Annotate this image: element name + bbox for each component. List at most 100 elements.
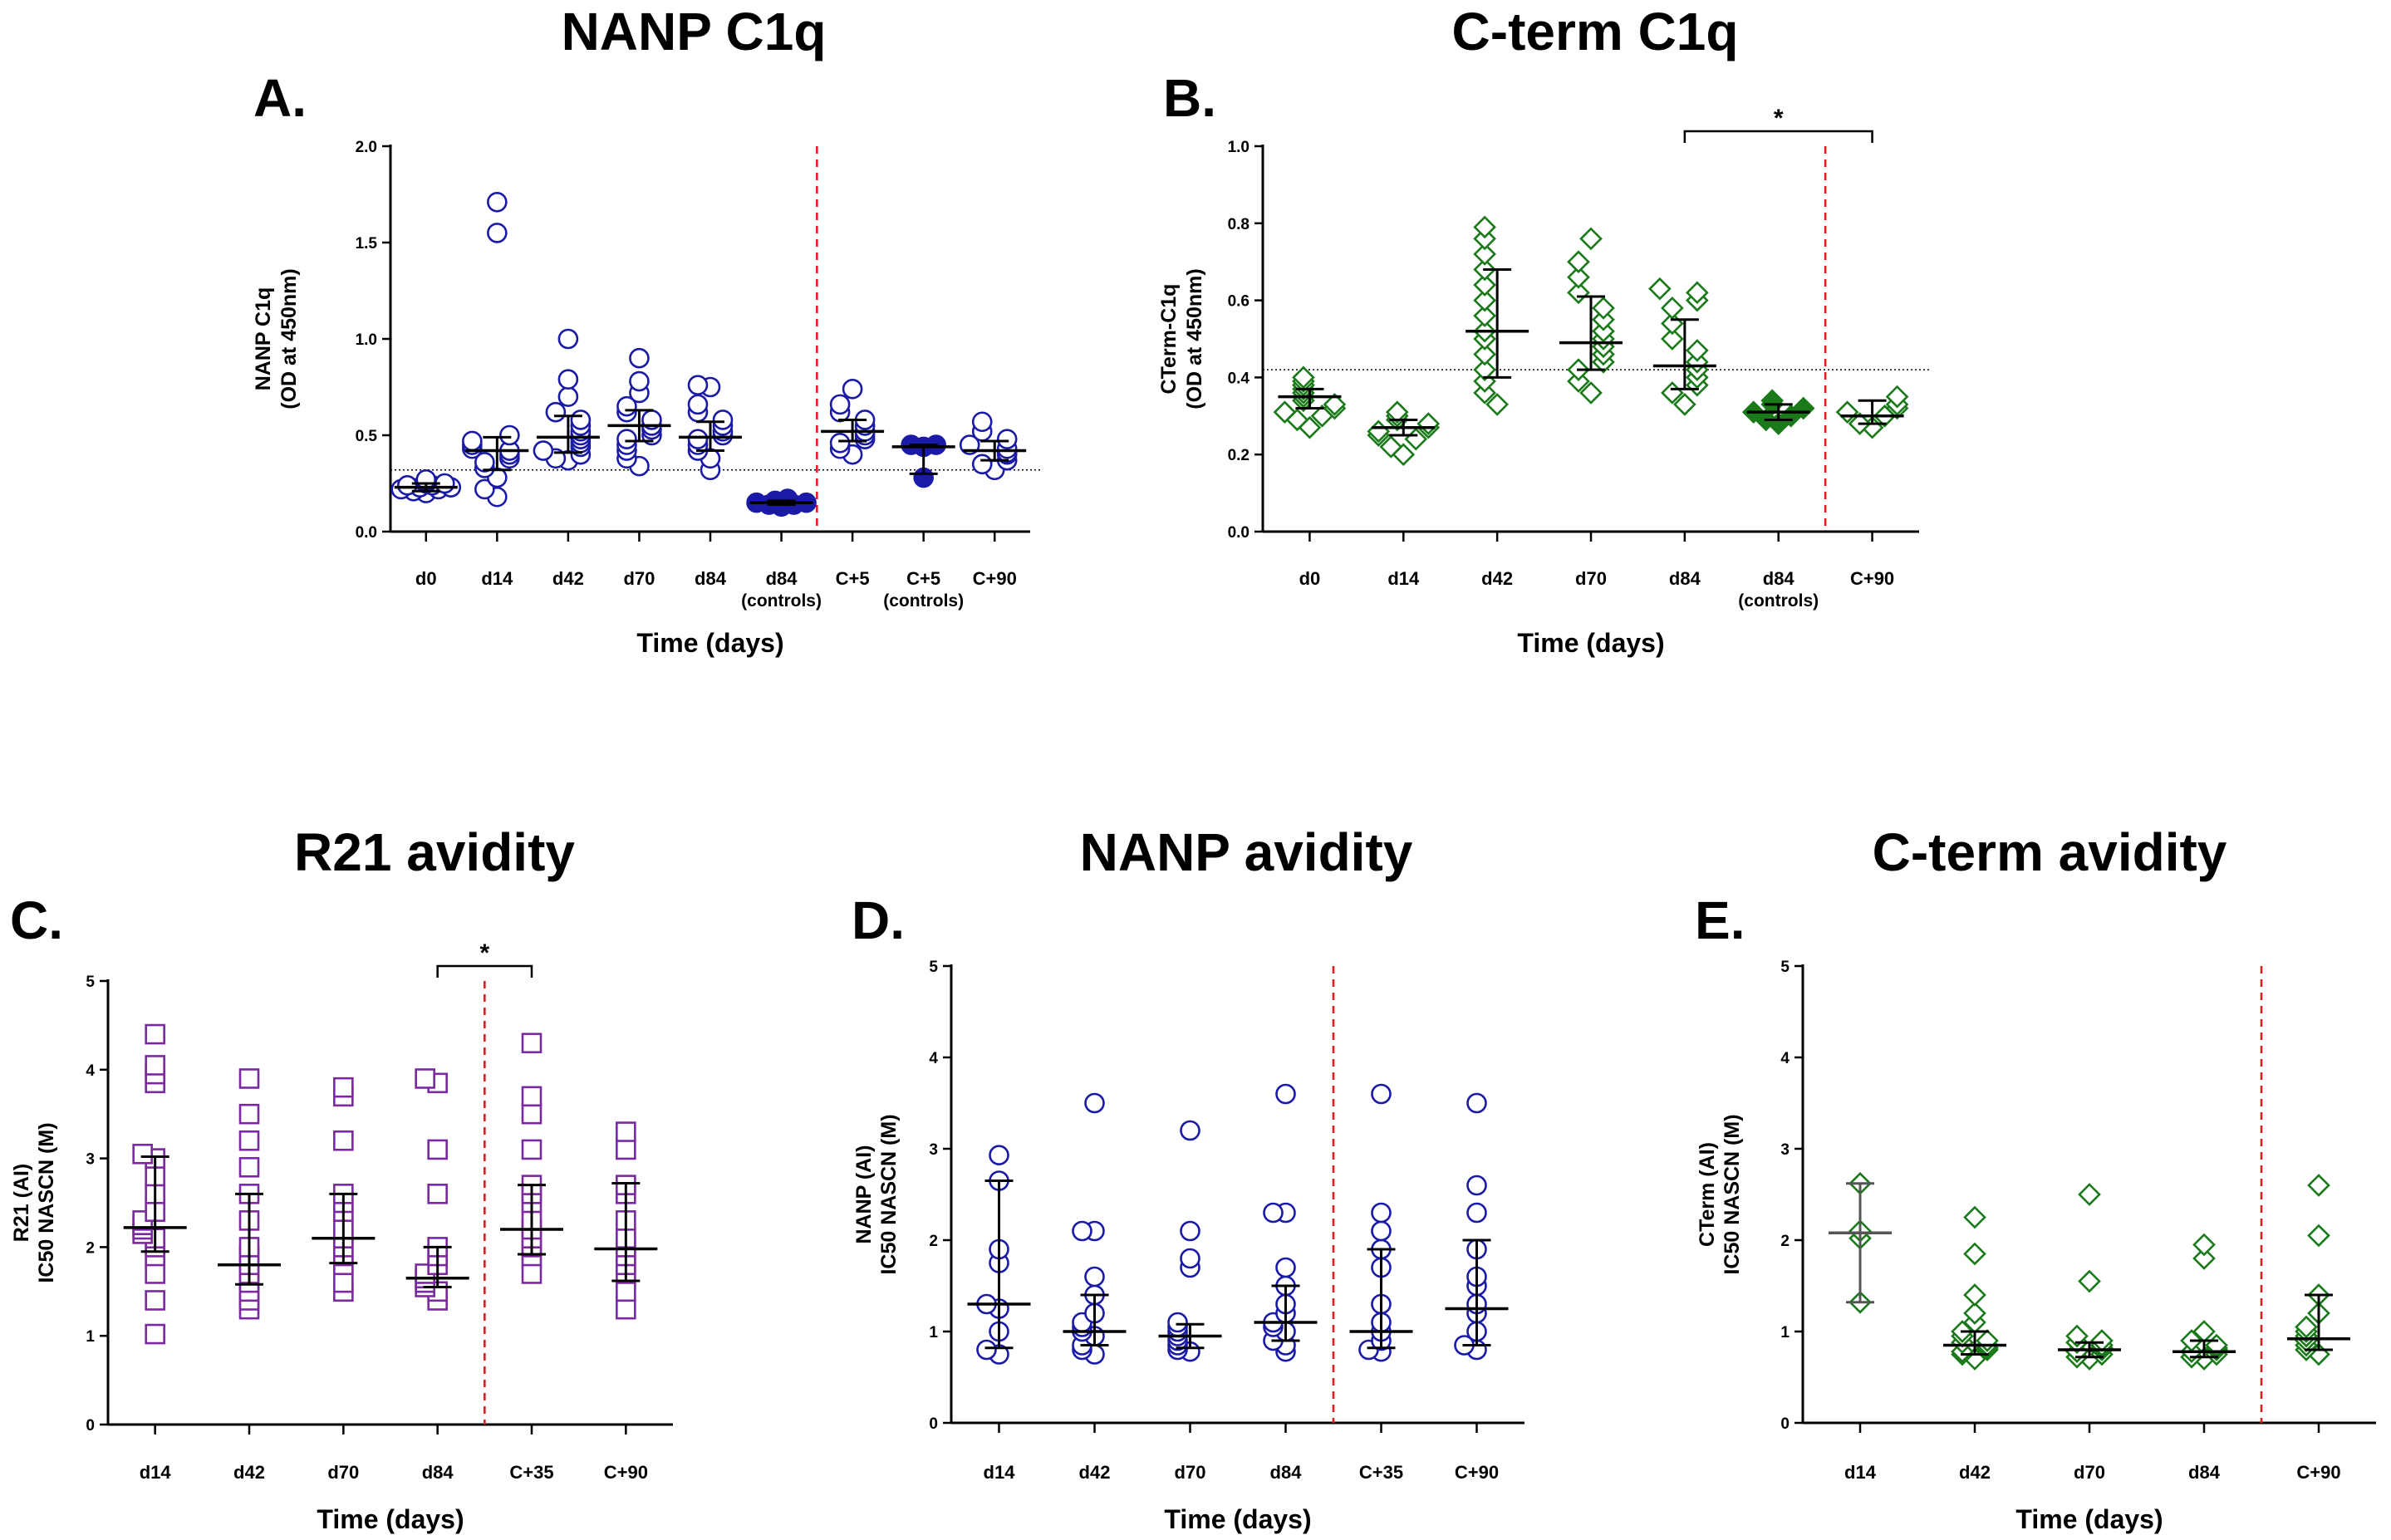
panel-d-data-point [1371,1202,1392,1224]
panel-a-category-label: d0 [415,568,437,589]
panel-c-data-point [521,1086,543,1107]
panel-c-data-point [616,1121,636,1142]
panel-b-data-point [1661,297,1684,320]
panel-c-data-point [333,1130,354,1151]
panel-d-data-point [1180,1248,1200,1269]
panel-e-data-point [2192,1233,2216,1257]
panel-b-data-point [1579,227,1603,251]
panel-b-data-point [1592,319,1615,343]
panel-b-data-point [1686,281,1709,305]
panel-c-ytick-label: 0 [86,1417,95,1435]
panel-b-data-point [1273,400,1297,424]
panel-a-category-label: d70 [623,568,655,589]
panel-a-category-label: C+5 [906,568,940,589]
panel-b-category-label: C+90 [1850,568,1894,589]
panel-d-data-point [1167,1312,1188,1333]
panel-e-data-point [1963,1302,1986,1325]
panel-d-data-point [1466,1092,1487,1114]
panel-c-ytick-label: 2 [86,1239,95,1257]
panel-a-ytick-label: 0.0 [356,524,377,542]
panel-b-data-point [1292,365,1315,390]
panel-b-significance-bracket [1683,130,1873,143]
panel-d-ylabel-line1: NANP (AI) [852,1145,876,1244]
panel-c-data-point [145,1263,165,1284]
panel-c-ylabel-line1: R21 (AI) [10,1164,33,1242]
panel-c-category-label: C+90 [604,1462,648,1483]
panel-a-data-point [629,370,650,392]
panel-d-data-point [1263,1202,1284,1224]
panel-c-data-point [521,1032,543,1054]
panel-a-ylabel-line2: (OD at 450nm) [277,268,301,409]
panel-b-ylabel-line1: CTerm-C1q [1157,284,1181,395]
panel-a-data-point [570,410,592,430]
panel-a-label: A. [253,68,307,128]
panel-c-category-label: C+35 [509,1462,553,1483]
panel-d-data-point [1275,1083,1296,1105]
panel-b-category-label: d84 [1669,568,1701,589]
panel-c-data-point [521,1139,543,1160]
panel-b-data-point [1416,412,1441,435]
panel-c-data-point [145,1055,165,1076]
panel-d-ytick-label: 4 [929,1050,938,1067]
panel-b-data-point [1473,243,1496,266]
panel-e-data-point [2192,1247,2216,1270]
panel-a-title: NANP C1q [562,2,827,61]
panel-e-category-label: C+90 [2296,1462,2340,1483]
panel-b-data-point [1473,381,1496,405]
panel-d-category-label: C+35 [1359,1462,1403,1483]
panel-e-ytick-label: 0 [1780,1415,1790,1433]
panel-e-data-point [2078,1269,2101,1293]
panel-d-data-point [1180,1120,1200,1141]
panel-e-ylabel-line2: IC50 NASCN (M) [1721,1114,1744,1274]
panel-e-ytick-label: 3 [1780,1141,1790,1159]
panel-c-data-point [145,1290,165,1311]
panel-a-data-point [462,430,483,452]
panel-e-ytick-label: 2 [1780,1233,1790,1250]
panel-b-data-point [1473,215,1496,239]
panel-d-data-point [1275,1257,1296,1278]
panel-a-data-point [474,478,495,500]
panel-e-category-label: d84 [2188,1462,2221,1483]
panel-c-data-point [145,1323,165,1345]
panel-d-category-label: d84 [1270,1462,1303,1483]
panel-d-ytick-label: 0 [929,1415,938,1433]
panel-c-data-point [616,1281,636,1302]
panel-b-data-point [1385,400,1409,424]
panel-b-category-label: d70 [1575,568,1607,589]
panel-b-data-point [1673,393,1696,416]
panel-b-ytick-label: 0.8 [1228,216,1250,233]
panel-b-data-point [1473,227,1496,251]
panel-d-category-label: C+90 [1455,1462,1499,1483]
panel-a-data-point [971,411,993,433]
panel-d-data-point [976,1339,997,1361]
panel-a-data-point [557,328,579,350]
panel-a-data-point [487,191,508,213]
panel-a-data-point [712,410,734,430]
panel-b-ytick-label: 0.2 [1228,447,1250,464]
panel-b-data-point [1473,358,1496,381]
panel-d-ylabel-line2: IC50 NASCN (M) [877,1114,901,1274]
panel-a-data-point [687,429,709,449]
panel-c-data-point [521,1263,543,1284]
panel-a-data-point [629,347,650,369]
panel-d-title: NANP avidity [1080,822,1413,882]
panel-b-data-point [1473,273,1496,297]
panel-d-ytick-label: 2 [929,1233,938,1250]
panel-a-category-label: d42 [552,568,584,589]
panel-a-data-point [557,369,579,390]
panel-a-ytick-label: 2.0 [356,139,377,156]
panel-a-data-point [687,375,709,395]
panel-b-significance-label: * [1774,105,1784,132]
panel-c-ylabel-line2: IC50 NASCN (M) [35,1122,58,1283]
panel-a-data-point [687,394,709,415]
panel-b-data-point [1592,297,1615,320]
panel-e-data-point [2078,1183,2101,1206]
panel-b-category-label: d0 [1299,568,1321,589]
panel-a-category-sublabel: (controls) [883,591,964,611]
panel-b-data-point [1485,393,1509,416]
panel-a-ylabel-line1: NANP C1q [252,287,275,391]
panel-c-category-label: d84 [422,1462,454,1483]
panel-d-data-point [1180,1220,1200,1242]
panel-e-ytick-label: 5 [1780,959,1790,976]
